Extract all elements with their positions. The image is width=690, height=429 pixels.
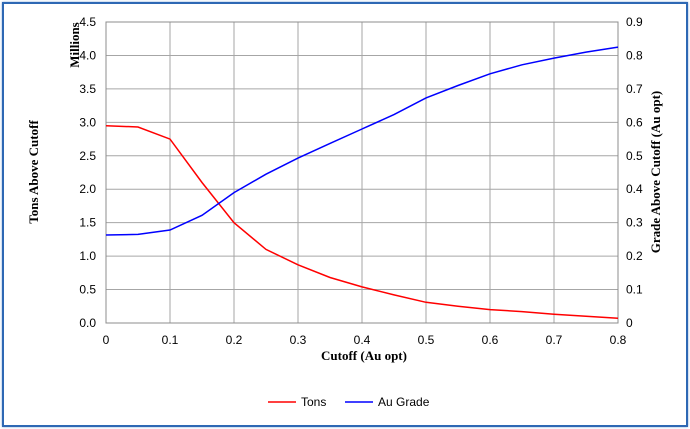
y-left-tick-label: 0.5	[79, 283, 96, 297]
series-lines	[105, 46, 619, 320]
y-left-tick-label: 1.0	[79, 249, 96, 263]
x-axis-title: Cutoff (Au opt)	[321, 348, 407, 363]
y-left-tick-label: 3.0	[79, 115, 96, 129]
y-left-tick-label: 4.0	[79, 48, 96, 62]
y-left-tick-label: 2.0	[79, 182, 96, 196]
y-left-tick-label: 3.5	[79, 82, 96, 96]
y-right-tick-label: 0.5	[626, 149, 643, 163]
y-right-tick-label: 0.1	[626, 283, 643, 297]
y-left-axis-title: Tons Above Cutoff	[26, 120, 41, 224]
series-line-au-grade	[105, 46, 619, 236]
legend-tons-label: Tons	[301, 395, 326, 409]
y-right-tick-label: 0.7	[626, 82, 643, 96]
x-tick-label: 0.2	[226, 333, 243, 347]
legend: Tons Au Grade	[268, 395, 430, 409]
y-left-axis-ticks: 0.0 0.5 1.0 1.5 2.0 2.5 3.0 3.5 4.0 4.5	[79, 15, 96, 330]
x-tick-label: 0.4	[354, 333, 371, 347]
x-tick-label: 0.1	[162, 333, 179, 347]
y-right-axis-title: Grade Above Cutoff (Au opt)	[648, 91, 663, 254]
y-right-tick-label: 0.9	[626, 15, 643, 29]
gridlines	[105, 21, 619, 324]
x-tick-label: 0.6	[482, 333, 499, 347]
x-axis-ticks: 0 0.1 0.2 0.3 0.4 0.5 0.6 0.7 0.8	[103, 333, 627, 347]
x-tick-label: 0	[103, 333, 110, 347]
legend-au-grade-label: Au Grade	[378, 395, 430, 409]
y-right-tick-label: 0.8	[626, 48, 643, 62]
y-right-tick-label: 0.2	[626, 249, 643, 263]
plot-area	[105, 21, 619, 324]
y-right-axis-ticks: 0 0.1 0.2 0.3 0.4 0.5 0.6 0.7 0.8 0.9	[626, 15, 643, 330]
y-right-tick-label: 0.4	[626, 182, 643, 196]
x-tick-label: 0.5	[418, 333, 435, 347]
x-tick-label: 0.8	[610, 333, 627, 347]
series-line-tons	[105, 124, 619, 320]
y-right-tick-label: 0	[626, 316, 633, 330]
y-left-tick-label: 1.5	[79, 216, 96, 230]
y-left-tick-label: 4.5	[79, 15, 96, 29]
y-right-tick-label: 0.6	[626, 115, 643, 129]
y-left-tick-label: 2.5	[79, 149, 96, 163]
y-right-tick-label: 0.3	[626, 216, 643, 230]
y-left-axis-unit: Millions	[67, 22, 82, 68]
y-left-tick-label: 0.0	[79, 316, 96, 330]
plot-border	[105, 21, 619, 324]
x-tick-label: 0.7	[546, 333, 563, 347]
x-tick-label: 0.3	[290, 333, 307, 347]
